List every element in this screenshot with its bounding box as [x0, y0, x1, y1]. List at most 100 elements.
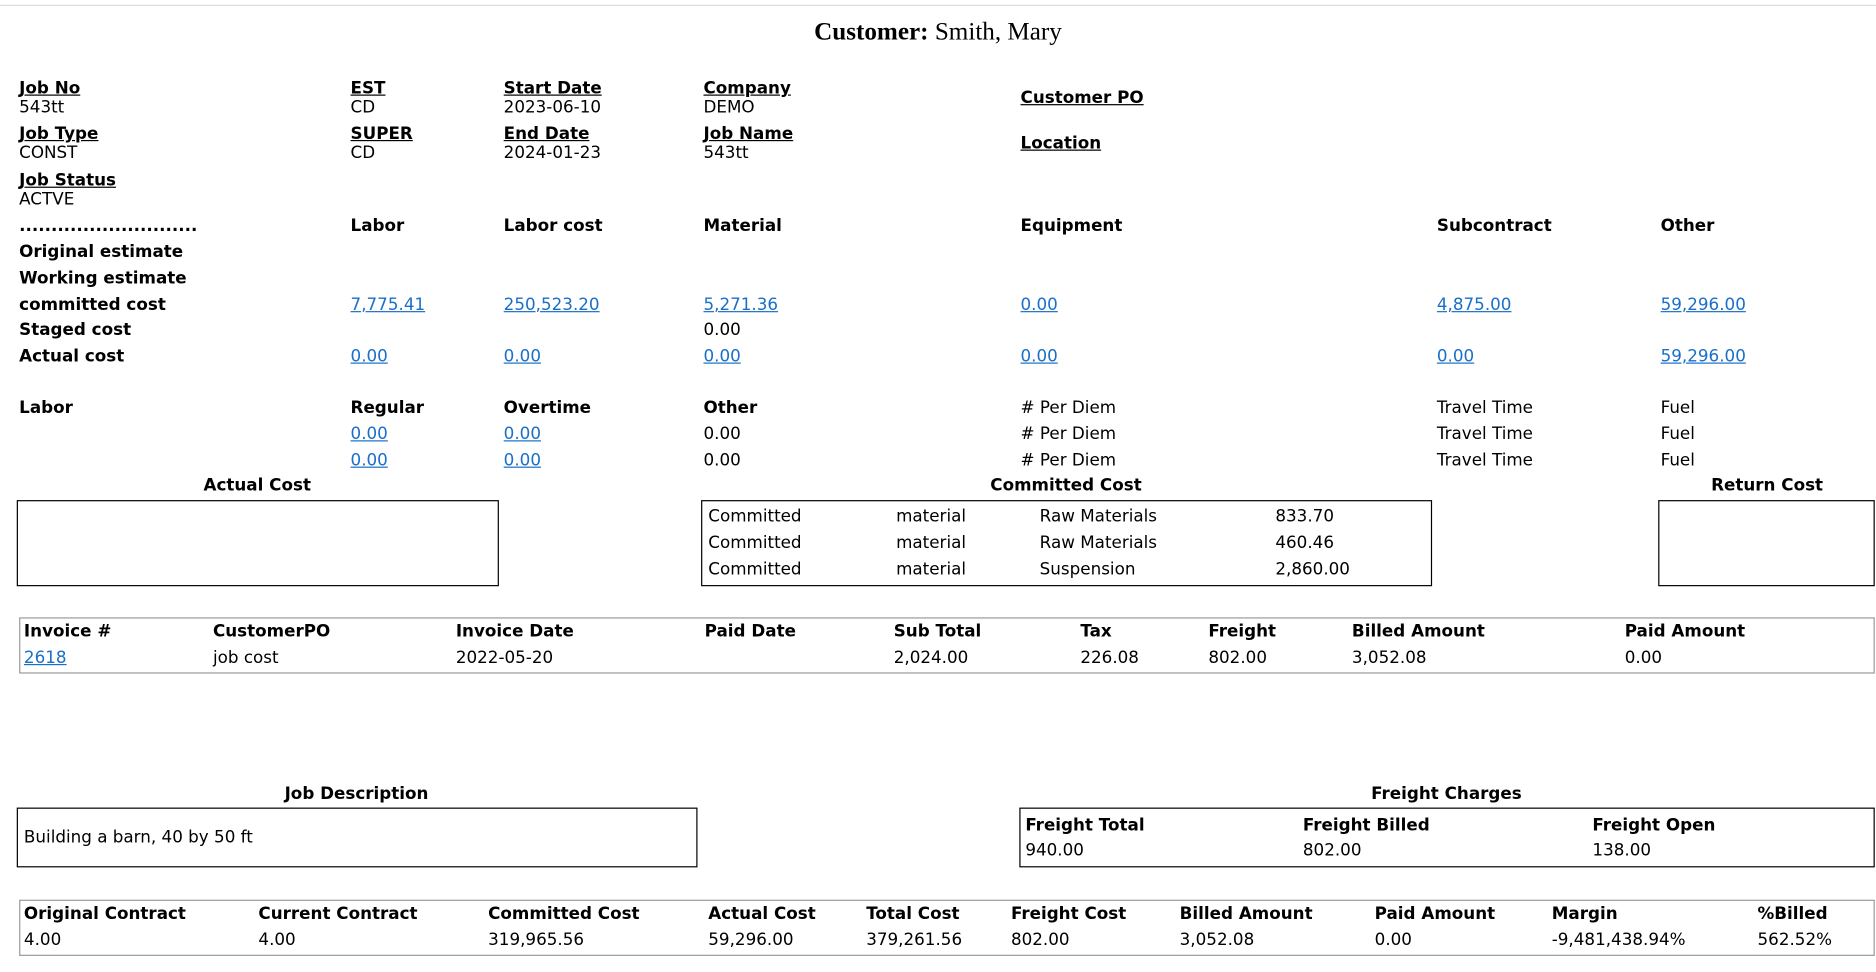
column-header: Total Cost — [866, 904, 960, 924]
customer-heading: Customer: Smith, Mary — [0, 17, 1876, 47]
column-header: Subcontract — [1436, 216, 1552, 236]
column-header: Other — [1660, 216, 1715, 236]
field-label: Job Status — [19, 171, 116, 191]
field-label: Location — [1020, 133, 1102, 154]
field-value: 2023-06-10 — [503, 98, 602, 118]
column-header: Labor — [350, 216, 405, 236]
column-header: Overtime — [503, 398, 592, 418]
cost-link[interactable]: 0.00 — [1020, 346, 1058, 367]
freight-charges-box — [1019, 807, 1875, 868]
cost-link[interactable]: 7,775.41 — [350, 295, 426, 315]
summary-value: 379,261.56 — [866, 930, 963, 950]
invoice-cell: 2022-05-20 — [455, 648, 554, 668]
section-title: Actual Cost — [203, 476, 311, 496]
field-value: CD — [350, 143, 376, 163]
summary-value: -9,481,438.94% — [1551, 930, 1686, 950]
freight-value: 802.00 — [1302, 841, 1362, 861]
row-label: Actual cost — [19, 346, 125, 367]
field-label: SUPER — [350, 124, 413, 144]
summary-value: 802.00 — [1010, 930, 1070, 950]
job-description-box — [16, 807, 698, 868]
labor-value: Travel Time — [1436, 424, 1533, 444]
committed-cell: Raw Materials — [1039, 533, 1158, 553]
column-header: # Per Diem — [1020, 398, 1117, 418]
labor-link[interactable]: 0.00 — [350, 424, 388, 444]
committed-cell: 460.46 — [1275, 533, 1334, 553]
column-header: Freight Cost — [1010, 904, 1127, 924]
field-label: Job Type — [19, 124, 99, 144]
freight-value: 138.00 — [1592, 841, 1652, 861]
cost-link[interactable]: 0.00 — [503, 346, 541, 367]
cost-link[interactable]: 0.00 — [1020, 295, 1058, 315]
summary-value: 562.52% — [1757, 930, 1833, 950]
column-header: Labor — [19, 398, 73, 418]
freight-value: 940.00 — [1025, 841, 1084, 861]
cost-link[interactable]: 0.00 — [1436, 346, 1475, 367]
labor-link[interactable]: 0.00 — [503, 424, 541, 444]
column-header: Current Contract — [258, 904, 418, 924]
labor-value: Fuel — [1660, 451, 1695, 471]
labor-link[interactable]: 0.00 — [350, 451, 388, 471]
cost-link[interactable]: 0.00 — [350, 346, 388, 367]
return-cost-box — [1658, 500, 1875, 587]
labor-link[interactable]: 0.00 — [503, 451, 541, 471]
field-value: CD — [350, 98, 376, 118]
invoice-link[interactable]: 2618 — [23, 648, 67, 668]
invoice-cell: job cost — [212, 648, 279, 668]
invoice-cell: 2,024.00 — [893, 648, 969, 668]
labor-value: Travel Time — [1436, 451, 1533, 471]
column-header: Other — [703, 398, 758, 418]
field-value: DEMO — [703, 98, 755, 118]
actual-cost-box — [16, 500, 499, 587]
column-header: Freight Total — [1025, 815, 1145, 836]
labor-value: # Per Diem — [1020, 451, 1117, 471]
invoice-cell: 3,052.08 — [1351, 648, 1427, 668]
invoice-cell: 802.00 — [1208, 648, 1267, 668]
column-header: Tax — [1080, 622, 1112, 642]
row-label: committed cost — [19, 295, 166, 315]
field-label: Start Date — [503, 78, 602, 99]
column-header: %Billed — [1757, 904, 1828, 924]
column-header: Committed Cost — [488, 904, 640, 924]
field-label: Job No — [19, 78, 81, 99]
labor-value: 0.00 — [703, 424, 741, 444]
column-header: Paid Date — [704, 622, 796, 642]
committed-cell: Raw Materials — [1039, 507, 1158, 527]
labor-value: 0.00 — [703, 451, 741, 471]
committed-cell: Committed — [708, 559, 802, 580]
committed-cell: material — [896, 507, 967, 527]
field-value: ACTVE — [19, 190, 75, 210]
committed-cell: 2,860.00 — [1275, 559, 1350, 580]
description-text: Building a barn, 40 by 50 ft — [23, 827, 253, 848]
column-header: Paid Amount — [1624, 622, 1746, 642]
column-header: Freight — [1208, 622, 1277, 642]
column-header: CustomerPO — [212, 622, 331, 642]
summary-value: 4.00 — [258, 930, 296, 950]
summary-value: 3,052.08 — [1179, 930, 1255, 950]
invoice-cell: 226.08 — [1080, 648, 1139, 668]
customer-label: Customer: — [814, 16, 929, 46]
committed-cell: Committed — [708, 507, 802, 527]
cost-link[interactable]: 4,875.00 — [1436, 295, 1512, 315]
committed-cell: Suspension — [1039, 559, 1136, 580]
committed-cell: Committed — [708, 533, 802, 553]
cost-link[interactable]: 250,523.20 — [503, 295, 600, 315]
cost-link[interactable]: 5,271.36 — [703, 295, 779, 315]
section-title: Committed Cost — [990, 476, 1142, 496]
cost-link[interactable]: 0.00 — [703, 346, 741, 367]
committed-cell: material — [896, 533, 967, 553]
cost-link[interactable]: 59,296.00 — [1660, 346, 1746, 367]
summary-value: 59,296.00 — [708, 930, 794, 950]
column-header: Margin — [1551, 904, 1618, 924]
field-value: 543tt — [703, 143, 749, 163]
summary-value: 319,965.56 — [488, 930, 585, 950]
committed-cell: material — [896, 559, 967, 580]
cost-link[interactable]: 59,296.00 — [1660, 295, 1746, 315]
field-value: 2024-01-23 — [503, 143, 602, 163]
field-label: EST — [350, 78, 386, 99]
column-header: Equipment — [1020, 216, 1123, 236]
field-label: Customer PO — [1020, 88, 1144, 108]
labor-value: Fuel — [1660, 424, 1695, 444]
column-header: Billed Amount — [1351, 622, 1485, 642]
